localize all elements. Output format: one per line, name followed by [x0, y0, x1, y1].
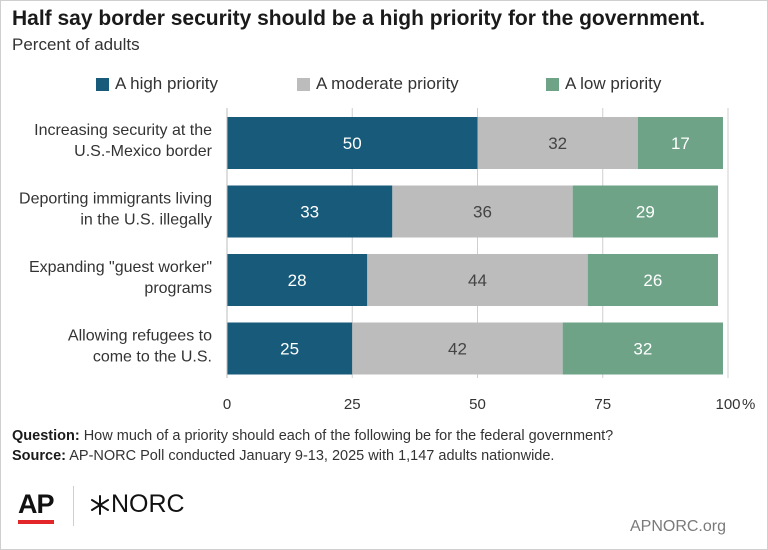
- logo-divider: [73, 486, 74, 526]
- category-label: Expanding "guest worker": [29, 259, 212, 276]
- bar-value-label: 42: [448, 340, 467, 359]
- bar-value-label: 36: [473, 203, 492, 222]
- source-label: Source:: [12, 448, 66, 464]
- bar-value-label: 50: [343, 134, 362, 153]
- legend-label-moderate: A moderate priority: [316, 74, 459, 93]
- source-text: AP-NORC Poll conducted January 9-13, 202…: [69, 448, 555, 464]
- bar-high: [227, 322, 353, 375]
- x-tick-label: 50: [469, 396, 486, 413]
- x-tick-label: 75: [594, 396, 611, 413]
- legend-swatch-low: [546, 77, 559, 91]
- bar-high: [227, 254, 368, 306]
- bar-low: [562, 322, 723, 375]
- legend-item-low: A low priority: [546, 74, 661, 94]
- bar-value-label: 32: [548, 134, 567, 153]
- x-tick-label: 100: [715, 396, 740, 413]
- question-text: How much of a priority should each of th…: [83, 428, 614, 444]
- bar-moderate: [477, 117, 638, 169]
- category-label: come to the U.S.: [93, 349, 212, 366]
- bar-value-label: 29: [636, 203, 655, 222]
- legend-swatch-moderate: [297, 77, 310, 91]
- bar-low: [637, 117, 723, 169]
- ap-logo: AP: [18, 489, 55, 519]
- bar-high: [227, 185, 393, 238]
- x-unit-label: %: [742, 396, 755, 413]
- bar-moderate: [352, 322, 563, 375]
- chart-title: Half say border security should be a hig…: [12, 7, 706, 30]
- norc-logo: NORC: [89, 490, 185, 519]
- category-label: Deporting immigrants living: [19, 191, 212, 208]
- legend-label-low: A low priority: [565, 74, 662, 93]
- question-line: Question: How much of a priority should …: [12, 426, 613, 446]
- category-label: Allowing refugees to: [68, 328, 212, 345]
- bar-low: [587, 254, 718, 306]
- bar-high: [227, 117, 478, 169]
- bar-value-label: 33: [300, 203, 319, 222]
- bar-value-label: 44: [468, 271, 487, 290]
- question-label: Question:: [12, 428, 80, 444]
- bar-value-label: 26: [643, 271, 662, 290]
- x-tick-label: 25: [344, 396, 361, 413]
- bar-value-label: 32: [633, 340, 652, 359]
- legend-label-high: A high priority: [115, 74, 218, 93]
- bar-moderate: [367, 254, 588, 306]
- legend-item-high: A high priority: [96, 74, 218, 94]
- norc-logo-text: NORC: [111, 490, 185, 518]
- legend-swatch-high: [96, 77, 109, 91]
- norc-star-icon: [91, 494, 109, 515]
- legend-item-moderate: A moderate priority: [297, 74, 459, 94]
- chart-subtitle: Percent of adults: [12, 35, 140, 54]
- bar-moderate: [392, 185, 573, 238]
- x-tick-label: 0: [223, 396, 231, 413]
- site-link[interactable]: APNORC.org: [629, 518, 726, 535]
- category-label: Increasing security at the: [34, 122, 212, 139]
- bar-value-label: 25: [280, 340, 299, 359]
- category-label: programs: [144, 280, 212, 297]
- source-line: Source: AP-NORC Poll conducted January 9…: [12, 446, 613, 466]
- bar-low: [572, 185, 718, 238]
- bar-value-label: 28: [288, 271, 307, 290]
- bar-chart: 0 25 50 75 100 % 50 32 17 Increasing security at …: [19, 108, 755, 413]
- bar-value-label: 17: [671, 134, 690, 153]
- category-label: in the U.S. illegally: [80, 212, 212, 229]
- footnote: Question: How much of a priority should …: [12, 426, 613, 466]
- ap-logo-underline: [18, 520, 54, 524]
- category-label: U.S.-Mexico border: [74, 143, 212, 160]
- legend: A high priority A moderate priority A lo…: [0, 74, 768, 98]
